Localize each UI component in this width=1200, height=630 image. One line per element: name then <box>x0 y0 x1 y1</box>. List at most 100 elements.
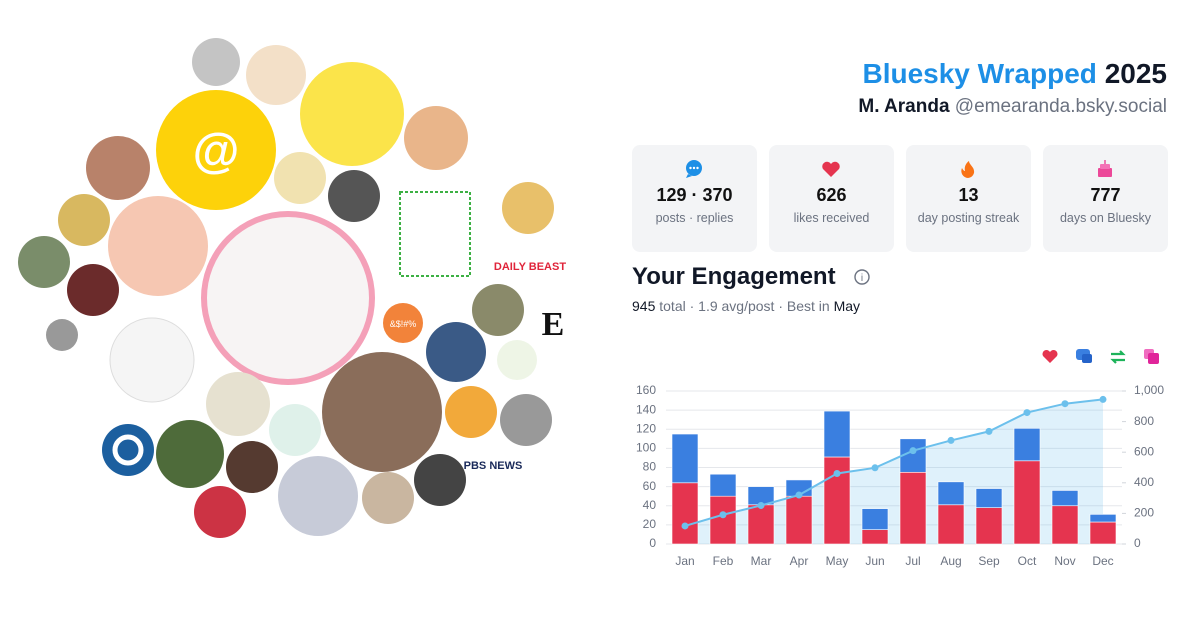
x-tick-label: Apr <box>790 554 809 568</box>
avatar <box>383 303 423 343</box>
y2-tick-label: 0 <box>1134 536 1141 550</box>
avatar <box>500 394 552 446</box>
stat-label: likes received <box>793 211 870 225</box>
avatar-label: DAILY BEAST <box>494 261 566 273</box>
y-tick-label: 60 <box>643 479 657 493</box>
title: Bluesky Wrapped 2025 <box>862 58 1167 90</box>
y-tick-label: 20 <box>643 517 657 531</box>
avatar <box>404 106 468 170</box>
stat-card: 13 day posting streak <box>906 145 1031 252</box>
legend-icon <box>1042 349 1058 363</box>
avatar-label: E <box>542 306 565 343</box>
legend-icon <box>1110 350 1126 364</box>
stat-label: posts · replies <box>655 211 734 225</box>
avatar <box>58 194 110 246</box>
avatar <box>497 340 537 380</box>
avatar <box>502 182 554 234</box>
user-line: M. Aranda @emearanda.bsky.social <box>858 96 1167 118</box>
stat-icon <box>1098 160 1112 177</box>
avatar <box>399 191 471 277</box>
line-point <box>947 436 955 444</box>
bar-segment <box>937 481 965 506</box>
y-tick-label: 100 <box>636 441 656 455</box>
line-point <box>909 447 917 455</box>
stat-value: 626 <box>816 185 847 205</box>
bar-segment <box>785 495 813 545</box>
info-icon-glyph: i <box>861 273 863 284</box>
avatar <box>192 38 240 86</box>
avatar-label: @ <box>193 125 240 178</box>
stat-card: 129 · 370 posts · replies <box>632 145 757 252</box>
y2-tick-label: 400 <box>1134 475 1154 489</box>
stat-value: 129 · 370 <box>656 185 733 205</box>
y2-tick-label: 200 <box>1134 506 1154 520</box>
bar-segment <box>1089 514 1117 523</box>
avatar <box>18 236 70 288</box>
avatar <box>328 170 380 222</box>
y-tick-label: 40 <box>643 498 657 512</box>
line-point <box>985 427 993 435</box>
x-tick-label: Jun <box>865 554 884 568</box>
bar-segment <box>1089 521 1117 545</box>
bar-segment <box>899 471 927 545</box>
y2-tick-label: 1,000 <box>1134 383 1164 397</box>
line-point <box>757 501 765 509</box>
info-icon[interactable] <box>854 269 870 285</box>
y-tick-label: 80 <box>643 460 657 474</box>
legend-icon <box>1082 354 1092 363</box>
title-brand: Bluesky Wrapped <box>862 58 1097 89</box>
y-tick-label: 160 <box>636 383 656 397</box>
avatar <box>322 352 442 472</box>
y-tick-label: 120 <box>636 421 656 435</box>
stat-icon <box>822 161 840 177</box>
best-month: May <box>833 298 861 314</box>
bar-segment <box>861 508 889 530</box>
bar-segment <box>671 482 699 545</box>
engagement-chart: 0 20 40 60 80 100 120 140 160 0 200 400 600 800 1,000 J… <box>636 383 1164 568</box>
avatar <box>194 486 246 538</box>
stat-value: 777 <box>1090 185 1121 205</box>
stat-icon <box>686 160 702 178</box>
avatar-label: &$!#% <box>390 319 417 329</box>
avatar <box>362 472 414 524</box>
line-point <box>1023 409 1031 417</box>
avatar <box>156 420 224 488</box>
avatar <box>269 404 321 456</box>
legend-icons <box>1042 349 1159 364</box>
title-year: 2025 <box>1104 58 1167 89</box>
avatar <box>201 211 375 385</box>
line-point <box>833 469 841 477</box>
x-tick-label: Oct <box>1018 554 1037 568</box>
section-title: Your Engagement <box>632 263 836 290</box>
user-name: M. Aranda <box>858 96 950 117</box>
bar-segment <box>709 473 737 497</box>
bar-segment <box>975 488 1003 508</box>
bar-segment <box>671 433 699 484</box>
user-handle: @emearanda.bsky.social <box>954 96 1167 117</box>
x-tick-label: Jul <box>905 554 920 568</box>
bar-segment <box>709 495 737 545</box>
line-point <box>681 522 689 530</box>
avatar <box>278 456 358 536</box>
avatar <box>445 386 497 438</box>
y2-tick-label: 800 <box>1134 414 1154 428</box>
summary-text: total · 1.9 avg/post · Best in <box>659 298 830 314</box>
y-tick-label: 0 <box>649 536 656 550</box>
avatar <box>46 319 78 351</box>
y2-tick-label: 600 <box>1134 444 1154 458</box>
line <box>684 398 1104 527</box>
avatar <box>86 136 150 200</box>
avatar <box>206 372 270 436</box>
total: 945 <box>632 298 656 314</box>
avatar-logo <box>112 434 144 466</box>
avatar-label: PBS NEWS <box>464 460 523 472</box>
avatar <box>426 322 486 382</box>
avatar <box>226 441 278 493</box>
line-point <box>719 511 727 519</box>
engagement-summary: 945 total · 1.9 avg/post · Best in May <box>632 298 860 314</box>
bar-segment <box>747 504 775 545</box>
line-point <box>1061 400 1069 408</box>
bar-segment <box>1013 460 1041 545</box>
avatar <box>109 317 195 403</box>
